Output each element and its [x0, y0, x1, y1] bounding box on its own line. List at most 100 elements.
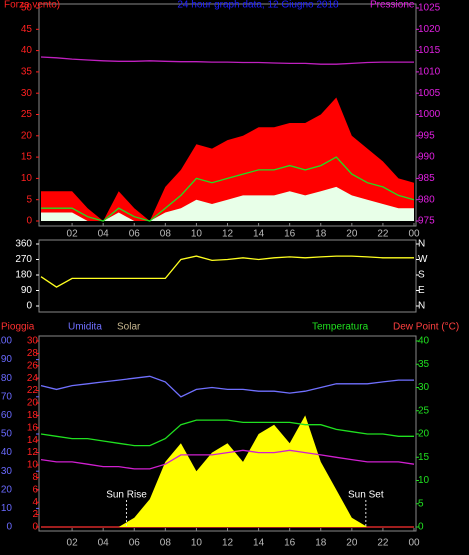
series-line — [40, 449, 415, 470]
x-tick-label: 10 — [191, 538, 203, 549]
y-tick-label: 1000 — [418, 109, 441, 120]
x-tick-label: 22 — [377, 538, 389, 549]
y-tick-label: 50 — [1, 429, 13, 440]
y-tick-label: N — [418, 301, 425, 312]
y-tick-label: 360 — [15, 239, 32, 250]
y-tick-label: 60 — [1, 410, 13, 421]
y-tick-label: 90 — [21, 285, 33, 296]
x-tick-label: 16 — [284, 229, 296, 240]
y-tick-label: E — [418, 285, 425, 296]
y-tick-label: 5 — [418, 498, 424, 509]
y-tick-label: 180 — [15, 270, 32, 281]
y-tick-label: 10 — [418, 475, 430, 486]
y-tick-label: 980 — [418, 194, 435, 205]
x-tick-label: 12 — [222, 538, 234, 549]
y-tick-label: 1015 — [418, 45, 441, 56]
y-tick-label: 24 — [27, 373, 39, 384]
legend-entry: Temperatura — [312, 322, 369, 333]
y-tick-label: 25 — [21, 109, 33, 120]
y-tick-label: 0 — [26, 301, 32, 312]
annotation: Sun Set — [348, 490, 384, 501]
y-tick-label: 15 — [21, 152, 33, 163]
x-tick-label: 00 — [408, 538, 420, 549]
y-tick-label: 0 — [32, 522, 38, 533]
y-tick-label: 5 — [26, 194, 32, 205]
y-tick-label: 50 — [21, 3, 33, 14]
y-tick-label: 15 — [418, 452, 430, 463]
y-tick-label: 10 — [21, 173, 33, 184]
x-tick-label: 12 — [222, 229, 234, 240]
y-tick-label: N — [418, 239, 425, 250]
y-tick-label: 35 — [21, 67, 33, 78]
y2-axis-label: Pressione — [370, 0, 415, 11]
x-tick-label: 18 — [315, 229, 327, 240]
y-tick-label: 40 — [1, 447, 13, 458]
x-tick-label: 16 — [284, 538, 296, 549]
legend-entry: Dew Point (°C) — [393, 322, 459, 333]
y-tick-label: 30 — [418, 382, 430, 393]
x-tick-label: 22 — [377, 229, 389, 240]
y-tick-label: 22 — [27, 385, 39, 396]
x-tick-label: 20 — [346, 229, 358, 240]
y-tick-label: 1005 — [418, 88, 441, 99]
y-tick-label: 0 — [26, 216, 32, 227]
x-tick-label: 02 — [67, 538, 79, 549]
y-tick-label: 2 — [32, 509, 38, 520]
panel-frame — [38, 239, 417, 313]
legend-entry: Pioggia — [1, 322, 35, 333]
y-tick-label: 4 — [32, 497, 38, 508]
x-tick-label: 04 — [98, 229, 110, 240]
series-area — [41, 186, 414, 221]
y-tick-label: 12 — [27, 447, 39, 458]
x-tick-label: 14 — [253, 229, 265, 240]
y-tick-label: W — [418, 254, 428, 265]
y-tick-label: 30 — [1, 466, 13, 477]
chart-title: 24 hour graph data, 12 Giugno 2018 — [177, 0, 339, 11]
y-tick-label: 30 — [21, 88, 33, 99]
y-tick-label: S — [418, 270, 425, 281]
y-tick-label: 8 — [32, 472, 38, 483]
x-tick-label: 06 — [129, 538, 141, 549]
y-tick-label: 80 — [1, 373, 13, 384]
y-axis-label: Forza vento) — [4, 0, 60, 11]
y-tick-label: 0 — [6, 522, 12, 533]
y-tick-label: 0 — [418, 522, 424, 533]
y-tick-label: 1025 — [418, 3, 441, 14]
y-tick-label: 28 — [27, 348, 39, 359]
y-tick-label: 990 — [418, 152, 435, 163]
x-tick-label: 08 — [160, 538, 172, 549]
y-tick-label: 40 — [418, 336, 430, 347]
y-tick-label: 20 — [418, 429, 430, 440]
y-tick-label: 14 — [27, 435, 39, 446]
series-area — [41, 97, 414, 221]
y-tick-label: 26 — [27, 360, 39, 371]
y-tick-label: 90 — [1, 354, 13, 365]
series-line — [41, 156, 415, 222]
y-tick-label: 18 — [27, 410, 39, 421]
y-tick-label: 10 — [1, 503, 13, 514]
series-line — [40, 56, 414, 65]
y-tick-label: 16 — [27, 422, 39, 433]
x-tick-label: 00 — [408, 229, 420, 240]
x-tick-label: 20 — [346, 538, 358, 549]
y-tick-label: 30 — [27, 336, 39, 347]
legend-entry: Umidita — [68, 322, 102, 333]
y-tick-label: 70 — [1, 391, 13, 402]
x-tick-label: 10 — [191, 229, 203, 240]
y-tick-label: 1010 — [418, 67, 441, 78]
y-tick-label: 25 — [418, 405, 430, 416]
y-tick-label: 985 — [418, 173, 435, 184]
y-tick-label: 1020 — [418, 24, 441, 35]
series-line — [40, 375, 414, 398]
y-tick-label: 20 — [1, 484, 13, 495]
y-tick-label: 995 — [418, 130, 435, 141]
x-tick-label: 02 — [67, 229, 79, 240]
x-tick-label: 06 — [129, 229, 141, 240]
y-tick-label: 10 — [27, 460, 39, 471]
y-tick-label: 40 — [21, 45, 33, 56]
y-tick-label: 35 — [418, 359, 430, 370]
series-area — [41, 415, 414, 527]
x-tick-label: 14 — [253, 538, 265, 549]
